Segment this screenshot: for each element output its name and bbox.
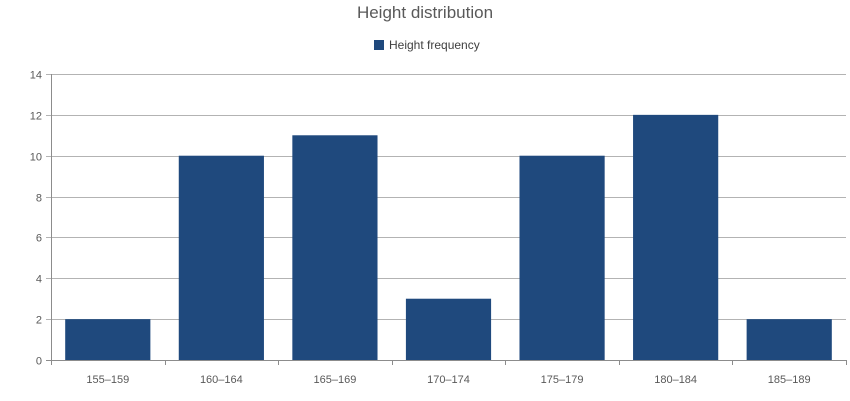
bar <box>65 319 151 360</box>
x-tick-label: 185–189 <box>768 374 811 386</box>
y-tick-label: 12 <box>30 111 42 123</box>
x-tick-label: 160–164 <box>200 374 243 386</box>
legend-swatch <box>374 40 384 50</box>
bar <box>292 135 378 360</box>
bar <box>178 155 264 360</box>
y-tick-label: 10 <box>30 152 42 164</box>
y-tick-label: 0 <box>36 356 42 368</box>
chart-title: Height distribution <box>356 3 494 22</box>
x-tick-label: 180–184 <box>654 374 697 386</box>
x-tick-label: 165–169 <box>314 374 357 386</box>
legend: Height frequency <box>374 38 480 52</box>
y-tick-label: 8 <box>36 193 42 205</box>
x-tick-label: 170–174 <box>427 374 470 386</box>
bar <box>519 155 605 360</box>
bar <box>633 114 719 360</box>
y-tick-label: 4 <box>36 274 42 286</box>
x-tick-label: 175–179 <box>541 374 584 386</box>
y-tick-label: 2 <box>36 315 42 327</box>
y-tick-label: 6 <box>36 233 42 245</box>
x-tick-label: 155–159 <box>86 374 129 386</box>
bar <box>405 298 492 360</box>
legend-label: Height frequency <box>389 38 480 52</box>
y-tick-label: 14 <box>30 70 42 82</box>
bar <box>746 319 832 360</box>
